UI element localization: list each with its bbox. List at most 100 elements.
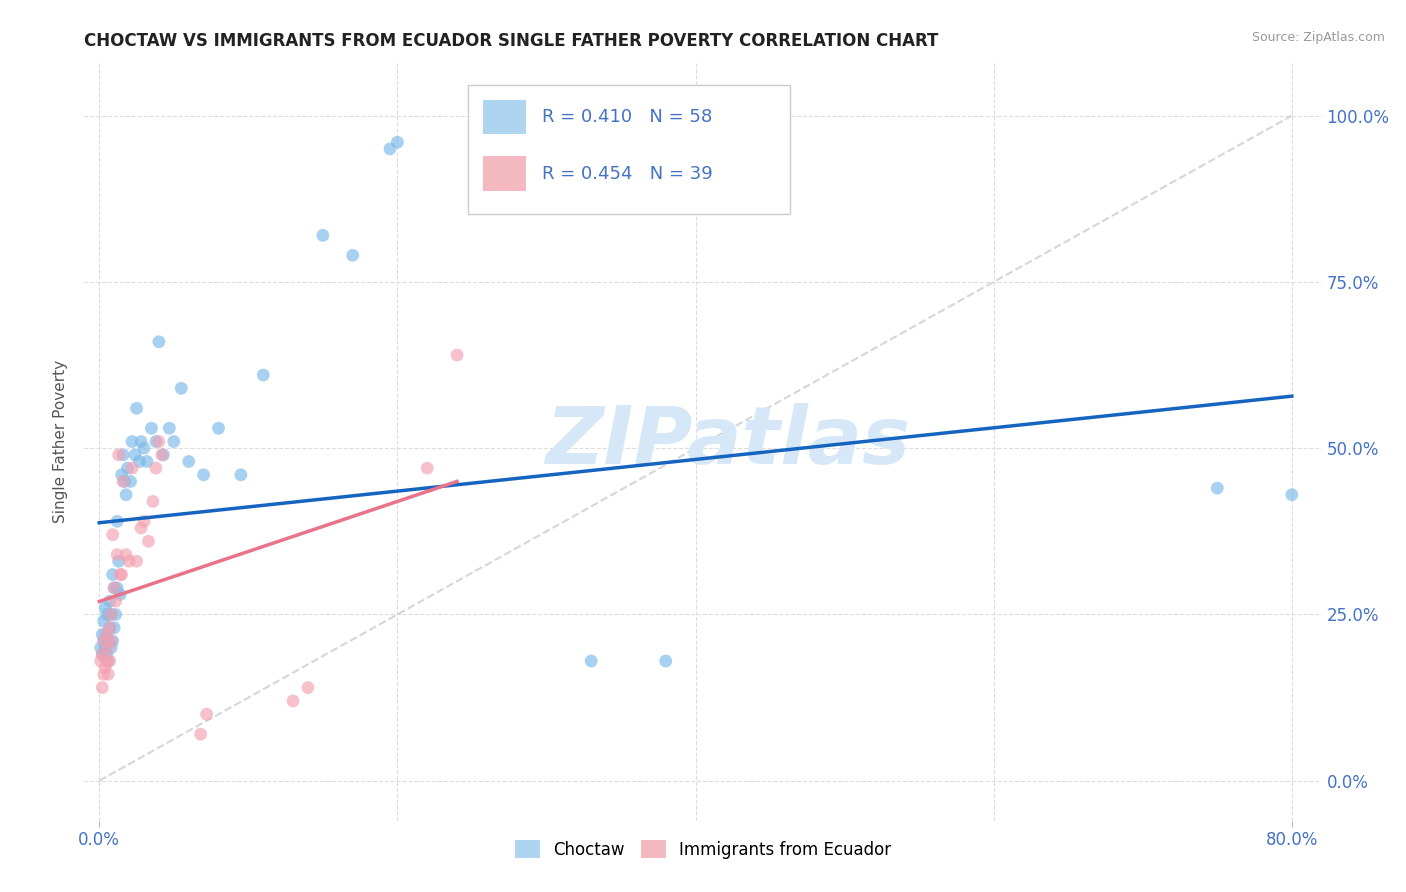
Point <box>111 567 134 582</box>
Point <box>97 654 120 668</box>
Point <box>105 514 128 528</box>
Point <box>112 448 135 462</box>
Point <box>129 521 152 535</box>
Point <box>94 661 117 675</box>
Point <box>93 667 115 681</box>
Point <box>252 368 274 382</box>
Point <box>207 421 229 435</box>
Point <box>96 648 118 662</box>
Point <box>91 627 114 641</box>
Point <box>103 621 125 635</box>
Point <box>91 648 114 662</box>
Point <box>108 567 131 582</box>
Point <box>100 607 122 622</box>
Point <box>128 454 150 468</box>
Point <box>96 627 118 641</box>
Point <box>101 634 124 648</box>
Point <box>93 634 115 648</box>
Point <box>115 488 138 502</box>
Point <box>115 548 138 562</box>
Point <box>103 581 125 595</box>
Point <box>195 707 218 722</box>
Point <box>132 514 155 528</box>
Point <box>152 448 174 462</box>
Point <box>93 614 115 628</box>
Point <box>142 494 165 508</box>
Point <box>98 621 121 635</box>
Point <box>1206 481 1229 495</box>
Point <box>117 461 139 475</box>
Point <box>124 448 146 462</box>
Point <box>103 581 125 595</box>
Point <box>654 654 676 668</box>
Text: Source: ZipAtlas.com: Source: ZipAtlas.com <box>1251 31 1385 45</box>
Point <box>1281 488 1303 502</box>
Point <box>157 421 180 435</box>
Point <box>97 634 120 648</box>
Point <box>446 348 468 362</box>
Point <box>120 475 142 489</box>
Point <box>125 554 148 568</box>
Point <box>170 381 193 395</box>
Point <box>104 607 127 622</box>
Point <box>145 434 167 449</box>
Point <box>107 554 129 568</box>
Point <box>98 621 121 635</box>
Point <box>118 554 141 568</box>
Point <box>177 454 200 468</box>
Point <box>98 594 121 608</box>
Point <box>148 334 170 349</box>
Point <box>145 461 167 475</box>
Point <box>281 694 304 708</box>
Point <box>108 587 131 601</box>
Point <box>96 627 118 641</box>
Point <box>387 135 409 149</box>
Point <box>100 634 122 648</box>
Point <box>91 681 114 695</box>
Point <box>101 527 124 541</box>
Point <box>129 434 152 449</box>
Point <box>105 581 128 595</box>
Point <box>105 548 128 562</box>
Point <box>132 441 155 455</box>
Point <box>148 434 170 449</box>
Point <box>90 640 112 655</box>
Point <box>312 228 335 243</box>
Point <box>111 467 134 482</box>
Point <box>100 607 122 622</box>
Point <box>193 467 215 482</box>
Y-axis label: Single Father Poverty: Single Father Poverty <box>53 360 69 523</box>
FancyBboxPatch shape <box>482 100 526 134</box>
Text: R = 0.410   N = 58: R = 0.410 N = 58 <box>543 108 713 126</box>
Point <box>100 640 122 655</box>
Point <box>163 434 186 449</box>
Point <box>96 607 118 622</box>
Text: ZIPatlas: ZIPatlas <box>546 402 910 481</box>
Point <box>579 654 602 668</box>
Point <box>97 640 120 655</box>
Point <box>90 654 112 668</box>
Point <box>342 248 364 262</box>
Point <box>150 448 173 462</box>
Point <box>229 467 252 482</box>
Point <box>190 727 212 741</box>
Point <box>136 454 159 468</box>
Point <box>114 475 136 489</box>
Point <box>94 600 117 615</box>
Point <box>97 667 120 681</box>
FancyBboxPatch shape <box>468 85 790 214</box>
Point <box>104 594 127 608</box>
Text: CHOCTAW VS IMMIGRANTS FROM ECUADOR SINGLE FATHER POVERTY CORRELATION CHART: CHOCTAW VS IMMIGRANTS FROM ECUADOR SINGL… <box>84 32 939 50</box>
Point <box>416 461 439 475</box>
Legend: Choctaw, Immigrants from Ecuador: Choctaw, Immigrants from Ecuador <box>508 833 898 865</box>
Point <box>378 142 401 156</box>
Point <box>101 567 124 582</box>
Point <box>94 640 117 655</box>
Point <box>96 654 118 668</box>
Text: R = 0.454   N = 39: R = 0.454 N = 39 <box>543 165 713 183</box>
Point <box>98 654 121 668</box>
Point <box>107 448 129 462</box>
Point <box>297 681 319 695</box>
Point <box>138 534 160 549</box>
Point <box>91 648 114 662</box>
